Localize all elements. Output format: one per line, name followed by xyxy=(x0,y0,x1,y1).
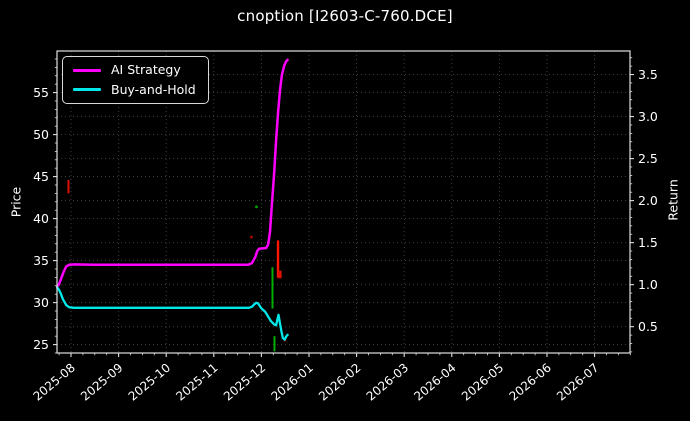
price-tick-label: 55 xyxy=(33,85,49,100)
series-buy-and-hold xyxy=(56,286,289,341)
price-tick-label: 30 xyxy=(33,295,49,310)
y-axis-left: 25 30 35 40 45 50 55 xyxy=(33,58,57,354)
return-tick-label: 1.0 xyxy=(638,277,658,292)
x-tick-label: 2026-01 xyxy=(269,361,316,404)
x-axis: 2025-08 2025-09 2025-10 2025-11 2025-12 2026-… xyxy=(31,353,631,404)
x-tick-label: 2025-12 xyxy=(221,361,268,404)
return-tick-label: 2.5 xyxy=(638,151,658,166)
return-tick-label: 2.0 xyxy=(638,193,658,208)
return-tick-label: 1.5 xyxy=(638,235,658,250)
trade-markers xyxy=(67,179,287,352)
price-tick-label: 40 xyxy=(33,211,49,226)
price-tick-label: 35 xyxy=(33,253,49,268)
legend-label: AI Strategy xyxy=(111,62,181,77)
ai-strategy-line-swatch xyxy=(73,68,101,72)
price-tick-label: 45 xyxy=(33,169,49,184)
return-tick-label: 3.0 xyxy=(638,109,658,124)
x-tick-label: 2026-07 xyxy=(554,361,601,404)
buy-and-hold-line-swatch xyxy=(73,88,101,92)
x-tick-label: 2026-05 xyxy=(459,361,506,404)
return-tick-label: 0.5 xyxy=(638,319,658,334)
y-axis-right: 0.5 1.0 1.5 2.0 2.5 3.0 3.5 xyxy=(630,57,658,353)
return-tick-label: 3.5 xyxy=(638,67,658,82)
x-tick-label: 2026-06 xyxy=(507,361,554,404)
x-tick-label: 2025-09 xyxy=(78,361,125,404)
x-tick-label: 2025-10 xyxy=(126,361,173,404)
x-tick-label: 2026-03 xyxy=(364,361,411,404)
chart-title: cnoption [I2603-C-760.DCE] xyxy=(237,7,453,25)
x-tick-label: 2025-08 xyxy=(31,361,78,404)
sell-signal-marker xyxy=(250,235,253,239)
legend: AI Strategy Buy-and-Hold xyxy=(62,56,209,104)
x-tick-label: 2026-04 xyxy=(411,361,458,404)
legend-item-ai-strategy: AI Strategy xyxy=(73,62,196,77)
price-tick-label: 50 xyxy=(33,127,49,142)
legend-label: Buy-and-Hold xyxy=(111,81,196,97)
x-tick-label: 2025-11 xyxy=(173,361,220,404)
x-tick-label: 2026-02 xyxy=(316,361,363,404)
buy-signal-marker xyxy=(255,205,258,209)
series-ai-strategy xyxy=(55,58,289,288)
price-tick-label: 25 xyxy=(33,337,49,352)
legend-item-buy-and-hold: Buy-and-Hold xyxy=(73,81,196,97)
